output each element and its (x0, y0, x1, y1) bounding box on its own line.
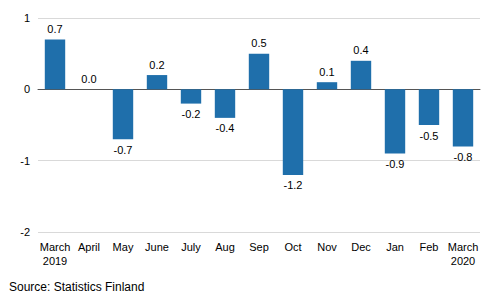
svg-text:0.5: 0.5 (251, 37, 266, 49)
svg-text:Dec: Dec (351, 241, 371, 253)
svg-text:March: March (40, 241, 71, 253)
svg-text:2020: 2020 (451, 255, 475, 267)
svg-text:-0.8: -0.8 (454, 151, 473, 163)
svg-text:May: May (113, 241, 134, 253)
svg-text:Oct: Oct (284, 241, 301, 253)
svg-text:June: June (145, 241, 169, 253)
svg-text:0.1: 0.1 (319, 66, 334, 78)
svg-text:0.7: 0.7 (47, 23, 62, 35)
svg-text:Nov: Nov (317, 241, 337, 253)
svg-text:-0.4: -0.4 (216, 122, 235, 134)
svg-text:-0.5: -0.5 (420, 130, 439, 142)
svg-text:July: July (181, 241, 201, 253)
svg-text:Jan: Jan (386, 241, 404, 253)
svg-text:March: March (448, 241, 479, 253)
svg-text:2019: 2019 (43, 255, 67, 267)
svg-text:-0.2: -0.2 (182, 108, 201, 120)
svg-text:-0.9: -0.9 (386, 158, 405, 170)
svg-text:-0.7: -0.7 (114, 144, 133, 156)
svg-text:-1.2: -1.2 (284, 179, 303, 191)
svg-text:-1: -1 (20, 155, 30, 167)
svg-text:Feb: Feb (420, 241, 439, 253)
svg-text:0: 0 (24, 83, 30, 95)
svg-text:0.0: 0.0 (81, 73, 96, 85)
svg-text:Sep: Sep (249, 241, 269, 253)
svg-text:April: April (78, 241, 100, 253)
svg-text:0.2: 0.2 (149, 59, 164, 71)
svg-text:-2: -2 (20, 226, 30, 238)
svg-text:Aug: Aug (215, 241, 235, 253)
svg-text:0.4: 0.4 (353, 44, 368, 56)
svg-text:Source: Statistics Finland: Source: Statistics Finland (9, 280, 144, 294)
svg-text:1: 1 (24, 12, 30, 24)
